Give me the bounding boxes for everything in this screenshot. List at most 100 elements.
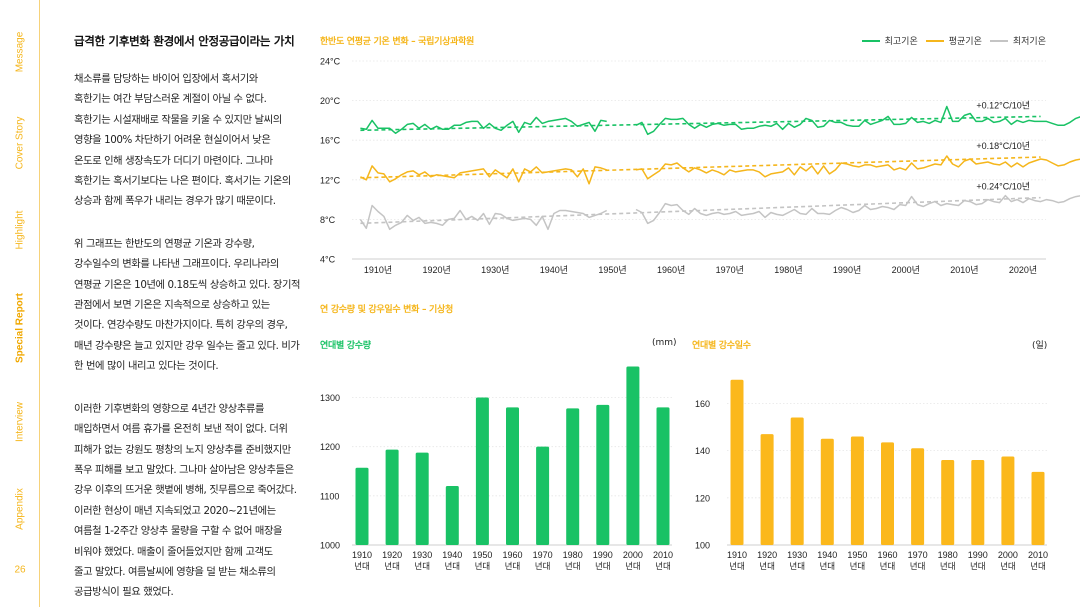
x-tick-label: 1940 <box>817 550 837 560</box>
x-tick-label: 년대 <box>940 561 956 571</box>
trend-label: +0.24°C/10년 <box>976 182 1030 192</box>
series-line-2 <box>360 165 607 185</box>
bar <box>596 404 610 545</box>
legend-swatch-icon <box>925 39 944 42</box>
x-tick-label: 1920년 <box>422 265 450 275</box>
series-line-3 <box>359 204 608 231</box>
bar <box>941 460 955 545</box>
series-line-3 <box>635 194 1080 225</box>
x-tick-label: 1950년 <box>598 265 626 275</box>
x-tick-label: 1990 <box>593 550 613 560</box>
x-tick-label: 1950 <box>847 550 867 560</box>
bar <box>911 448 925 545</box>
x-tick-label: 1990 <box>968 550 988 560</box>
legend-label: 최고기온 <box>884 37 918 47</box>
page-number: 26 <box>14 564 26 576</box>
trend-line <box>360 115 1041 132</box>
x-tick-label: 2010 <box>653 550 673 560</box>
bar <box>355 467 369 545</box>
article-title: 급격한 기후변화 환경에서 안정공급이라는 가치 <box>74 34 295 48</box>
x-tick-label: 1960 <box>877 550 897 560</box>
x-tick-label: 1960 <box>502 550 522 560</box>
x-tick-label: 2000년 <box>892 265 920 275</box>
x-tick-label: 2000 <box>623 550 643 560</box>
bar <box>820 438 834 545</box>
y-tick-label: 160 <box>695 399 710 409</box>
bar <box>626 366 640 545</box>
y-tick-label: 4°C <box>320 255 336 265</box>
bar <box>566 408 580 545</box>
x-tick-label: 1980년 <box>774 265 802 275</box>
rainfall-bar-chart: 10001100120013001910년대1920년대1930년대1940년대… <box>320 366 673 571</box>
x-tick-label: 년대 <box>1000 561 1016 571</box>
legend-item-min: 최저기온 <box>989 34 1046 47</box>
x-tick-label: 1920 <box>757 550 777 560</box>
rainfall-unit: (mm) <box>652 338 677 348</box>
x-tick-label: 년대 <box>505 561 521 571</box>
y-tick-label: 20°C <box>320 96 341 106</box>
article-paragraph: 채소류를 담당하는 바이어 입장에서 혹서기와 혹한기는 여간 부담스러운 계절… <box>74 73 291 208</box>
x-tick-label: 년대 <box>475 561 491 571</box>
y-tick-label: 24°C <box>320 57 341 67</box>
trend-line <box>360 156 1041 179</box>
side-nav: Message Cover Story Highlight Special Re… <box>0 0 40 607</box>
y-tick-label: 16°C <box>320 136 341 146</box>
x-tick-label: 1910년 <box>364 265 392 275</box>
x-tick-label: 1980 <box>563 550 583 560</box>
x-tick-label: 년대 <box>444 561 460 571</box>
legend-swatch-icon <box>861 39 880 42</box>
x-tick-label: 년대 <box>729 561 745 571</box>
legend-label: 최저기온 <box>1012 37 1046 47</box>
rainy-days-bar-chart: 1001201401601910년대1920년대1930년대1940년대1950… <box>695 379 1048 571</box>
series-line-1 <box>360 116 607 135</box>
x-tick-label: 1910 <box>352 550 372 560</box>
x-tick-label: 년대 <box>595 561 611 571</box>
nav-item-appendix[interactable]: Appendix <box>14 488 26 530</box>
nav-item-special-report[interactable]: Special Report <box>14 292 26 364</box>
x-tick-label: 1990년 <box>833 265 861 275</box>
temperature-legend: 최고기온 평균기온 최저기온 <box>861 34 1046 47</box>
x-tick-label: 년대 <box>910 561 926 571</box>
x-tick-label: 년대 <box>354 561 370 571</box>
bar <box>1001 456 1015 545</box>
x-tick-label: 년대 <box>880 561 896 571</box>
x-tick-label: 년대 <box>850 561 866 571</box>
x-tick-label: 1930 <box>787 550 807 560</box>
y-tick-label: 8°C <box>320 215 336 225</box>
legend-swatch-icon <box>989 39 1008 42</box>
series-line-1 <box>635 105 1080 136</box>
article-paragraph: 이러한 기후변화의 영향으로 4년간 양상추류를 매입하면서 여름 휴가를 온전… <box>74 402 297 599</box>
y-tick-label: 140 <box>695 446 710 456</box>
bar <box>760 434 774 545</box>
bar <box>1031 471 1045 545</box>
y-tick-label: 120 <box>695 493 710 503</box>
bar <box>790 417 804 545</box>
series-line-2 <box>635 155 1080 180</box>
article-paragraph: 위 그래프는 한반도의 연평균 기온과 강수량, 강수일수의 변화를 나타낸 그… <box>74 237 301 373</box>
y-tick-label: 100 <box>695 541 710 551</box>
x-tick-label: 2010년 <box>950 265 978 275</box>
x-tick-label: 1930년 <box>481 265 509 275</box>
x-tick-label: 1940년 <box>540 265 568 275</box>
y-tick-label: 12°C <box>320 175 341 185</box>
y-tick-label: 1200 <box>320 442 340 452</box>
rainfall-section-title: 연 강수량 및 강우일수 변화 – 기상청 <box>320 305 453 315</box>
x-tick-label: 1940 <box>442 550 462 560</box>
x-tick-label: 년대 <box>789 561 805 571</box>
x-tick-label: 2020년 <box>1009 265 1037 275</box>
x-tick-label: 년대 <box>535 561 551 571</box>
bar <box>971 460 985 545</box>
bar <box>385 449 399 545</box>
trend-label: +0.18°C/10년 <box>976 141 1030 151</box>
x-tick-label: 년대 <box>655 561 671 571</box>
x-tick-label: 년대 <box>819 561 835 571</box>
bar <box>475 397 489 545</box>
x-tick-label: 년대 <box>625 561 641 571</box>
nav-item-interview[interactable]: Interview <box>14 401 26 443</box>
x-tick-label: 년대 <box>384 561 400 571</box>
bar <box>445 486 459 545</box>
y-tick-label: 1100 <box>320 491 339 501</box>
x-tick-label: 1980 <box>938 550 958 560</box>
y-tick-label: 1000 <box>320 541 340 551</box>
temperature-line-chart: 4°C 8°C 12°C 16°C 20°C 24°C 1910년 1920년 1930년 194… <box>320 57 1080 275</box>
